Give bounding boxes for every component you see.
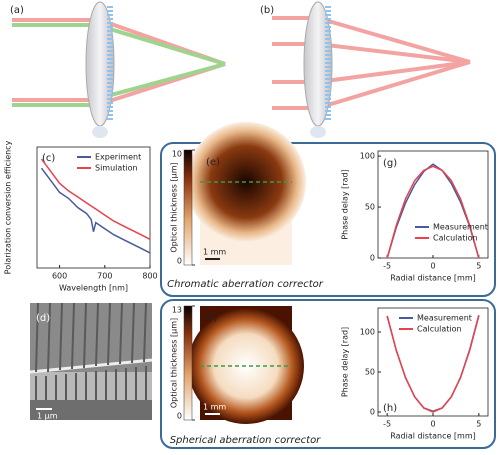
y-tick-label: 100 bbox=[360, 152, 375, 161]
series-line bbox=[40, 158, 151, 240]
panel-label: (d) bbox=[36, 313, 50, 324]
colorbar bbox=[183, 305, 193, 421]
y-axis-label: Phase delay [rad] bbox=[341, 327, 350, 397]
x-tick-label: 0 bbox=[430, 420, 435, 429]
plot-frame bbox=[36, 146, 151, 269]
y-axis-label: Phase delay [rad] bbox=[341, 169, 350, 239]
panel-frame bbox=[160, 299, 496, 449]
panel-label: (c) bbox=[42, 153, 55, 164]
scale-bar-label: 1 mm bbox=[203, 403, 226, 412]
colorbar-tick-label: 13 bbox=[172, 306, 182, 315]
x-axis-label: Wavelength [nm] bbox=[59, 284, 128, 293]
series-line bbox=[386, 163, 480, 259]
colorbar-label: Optical thickness [µm] bbox=[170, 162, 179, 252]
x-tick-label: 5 bbox=[476, 420, 481, 429]
legend-label: Experiment bbox=[95, 153, 141, 162]
caption: Spherical aberration corrector bbox=[170, 435, 321, 446]
y-tick-label: 50 bbox=[365, 368, 375, 377]
legend-label: Calculation bbox=[417, 325, 462, 334]
caption: Chromatic aberration corrector bbox=[167, 279, 324, 290]
colorbar-tick-label: 0 bbox=[177, 412, 182, 421]
x-tick-label: 0 bbox=[430, 262, 435, 271]
panel-label: (h) bbox=[383, 403, 397, 414]
y-tick-label: 0 bbox=[370, 408, 375, 417]
diagram-b bbox=[272, 1, 471, 138]
panel-frame bbox=[160, 142, 496, 297]
x-tick-label: -5 bbox=[383, 262, 391, 271]
thickness-map-f bbox=[188, 306, 304, 424]
diagram-a bbox=[12, 1, 226, 138]
x-axis-label: Radial distance [mm] bbox=[390, 432, 476, 441]
series-line bbox=[386, 165, 480, 259]
legend-label: Measurement bbox=[433, 223, 488, 232]
panel-label: (g) bbox=[383, 158, 397, 169]
x-tick-label: 700 bbox=[97, 272, 112, 281]
y-tick-label: 50 bbox=[365, 203, 375, 212]
colorbar-tick-label: 10 bbox=[172, 150, 182, 159]
scale-bar-label: 1 µm bbox=[37, 412, 58, 421]
panel-label: (f) bbox=[206, 313, 217, 324]
x-tick-label: 800 bbox=[142, 272, 157, 281]
y-tick-label: 0 bbox=[370, 254, 375, 263]
scale-bar-label: 1 mm bbox=[203, 248, 226, 257]
colorbar bbox=[183, 149, 193, 266]
colorbar-tick-label: 0 bbox=[177, 257, 182, 266]
x-axis-label: Radial distance [mm] bbox=[390, 274, 476, 283]
panel-label: (b) bbox=[260, 5, 274, 16]
x-tick-label: 600 bbox=[52, 272, 67, 281]
series-line bbox=[386, 315, 480, 413]
colorbar-label: Optical thickness [µm] bbox=[170, 318, 179, 408]
y-axis-label: Polarization conversion efficiency bbox=[4, 140, 13, 274]
thickness-map-e bbox=[186, 122, 306, 265]
x-tick-label: 5 bbox=[476, 262, 481, 271]
y-tick-label: 100 bbox=[360, 328, 375, 337]
legend-label: Measurement bbox=[417, 314, 472, 323]
legend-label: Calculation bbox=[433, 234, 478, 243]
sem-image bbox=[29, 302, 153, 420]
panel-label: (a) bbox=[10, 5, 24, 16]
panel-label: (e) bbox=[206, 157, 220, 168]
x-tick-label: -5 bbox=[383, 420, 391, 429]
legend-label: Simulation bbox=[95, 164, 138, 173]
series-line bbox=[40, 167, 151, 254]
